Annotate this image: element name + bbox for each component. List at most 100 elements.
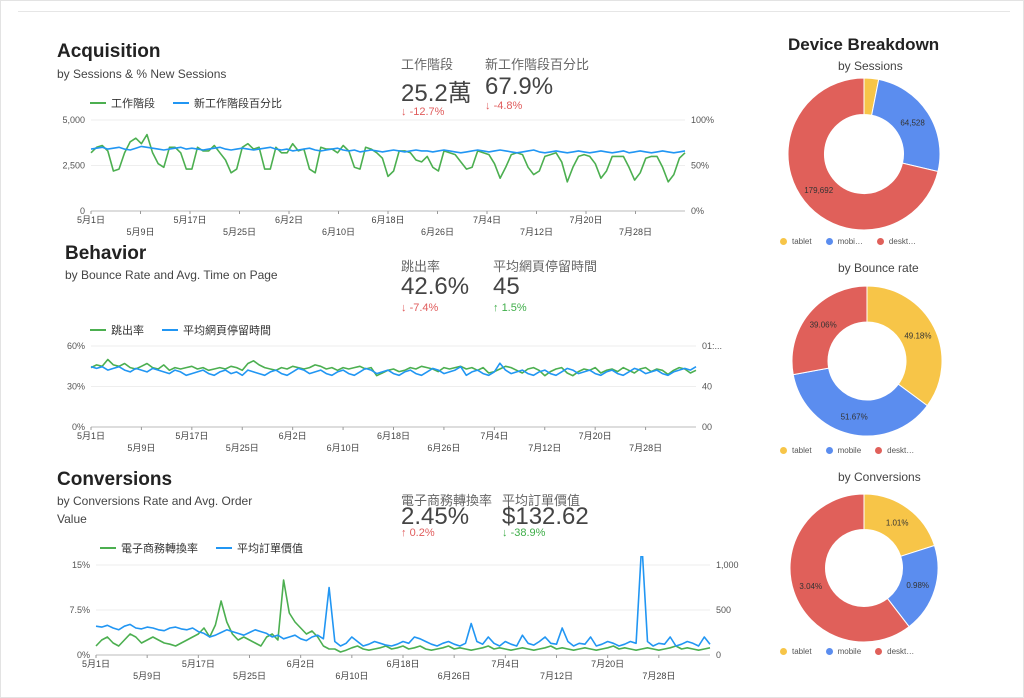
bounce-pie-chart: 49.18% 51.67% 39.06% <box>791 285 943 437</box>
pie-data-label: 1.01% <box>886 519 909 528</box>
y2-tick-label: 1,000 <box>716 560 739 570</box>
series-line-1 <box>90 358 697 377</box>
x-tick-label: 5月17日 <box>173 215 206 225</box>
legend-mobile[interactable]: mobi… <box>825 237 863 246</box>
kpi-new-sessions-value: 67.9% <box>485 73 554 100</box>
pie-data-label: 64,528 <box>900 119 925 128</box>
y-tick-label: 5,000 <box>62 115 85 125</box>
legend-item-conv-rate[interactable]: 電子商務轉換率 <box>100 540 198 556</box>
pie-conversions-subtitle: by Conversions <box>838 470 921 484</box>
pie-slice-desktop <box>791 285 868 376</box>
pie-data-label: 51.67% <box>841 413 868 422</box>
conversions-legend: 電子商務轉換率 平均訂單價值 <box>100 540 321 556</box>
x-tick-label: 6月10日 <box>327 443 360 453</box>
kpi-bounce-delta: ↓ -7.4% <box>401 302 439 314</box>
behavior-subtitle: by Bounce Rate and Avg. Time on Page <box>65 268 278 282</box>
kpi-conv-rate-value: 2.45% <box>401 503 470 530</box>
y2-tick-label: 0 <box>716 650 721 660</box>
legend-item-bounce[interactable]: 跳出率 <box>90 322 144 338</box>
x-tick-label: 5月9日 <box>127 443 155 453</box>
pie-conversions-legend: tablet mobile deskt… <box>780 647 928 656</box>
pie-slice-mobile <box>792 367 928 437</box>
x-tick-label: 5月9日 <box>126 227 154 237</box>
up-arrow-icon: ↑ <box>401 527 407 539</box>
x-tick-label: 6月18日 <box>386 659 419 669</box>
kpi-conv-rate-label: 電子商務轉換率 <box>401 493 493 508</box>
legend-desktop[interactable]: deskt… <box>875 446 914 455</box>
x-tick-label: 7月12日 <box>540 671 573 681</box>
x-tick-label: 6月18日 <box>377 431 410 441</box>
x-tick-label: 7月28日 <box>619 227 652 237</box>
x-tick-label: 6月2日 <box>275 215 303 225</box>
kpi-bounce-label: 跳出率 <box>401 259 441 274</box>
x-tick-label: 6月10日 <box>322 227 355 237</box>
legend-item-sessions[interactable]: 工作階段 <box>90 95 155 111</box>
pie-bounce-legend: tablet mobile deskt… <box>780 446 928 455</box>
down-arrow-icon: ↓ <box>401 302 407 314</box>
acquisition-line-chart: 5,000 100% 2,500 50% 0 0% 5月1日 5月9日 5月17日 5月25日 6月… <box>62 115 714 237</box>
kpi-bounce-value: 42.6% <box>401 273 470 300</box>
series-line-2 <box>95 556 711 647</box>
x-tick-label: 6月26日 <box>421 227 454 237</box>
x-tick-label: 5月1日 <box>77 431 105 441</box>
y2-tick-label: 100% <box>691 115 714 125</box>
x-tick-label: 7月20日 <box>579 431 612 441</box>
legend-item-new-sessions[interactable]: 新工作階段百分比 <box>173 95 282 111</box>
kpi-conv-rate-delta: ↑ 0.2% <box>401 527 435 539</box>
x-tick-label: 5月17日 <box>182 659 215 669</box>
legend-item-aov[interactable]: 平均訂單價值 <box>216 540 303 556</box>
kpi-time-label: 平均網頁停留時間 <box>493 259 598 274</box>
conversions-pie-chart: 1.01% 0.98% 3.04% <box>789 493 939 643</box>
x-tick-label: 7月12日 <box>520 227 553 237</box>
legend-tablet[interactable]: tablet <box>780 237 812 246</box>
x-tick-label: 6月2日 <box>287 659 315 669</box>
y2-tick-label: 0% <box>691 206 704 216</box>
legend-mobile[interactable]: mobile <box>825 647 861 656</box>
down-arrow-icon: ↓ <box>401 106 407 118</box>
legend-desktop[interactable]: deskt… <box>875 647 914 656</box>
series-line-2 <box>90 145 686 154</box>
pie-bounce-subtitle: by Bounce rate <box>838 261 919 275</box>
legend-tablet[interactable]: tablet <box>780 446 812 455</box>
x-tick-label: 5月9日 <box>133 671 161 681</box>
x-tick-label: 5月1日 <box>77 215 105 225</box>
legend-desktop[interactable]: deskt… <box>876 237 916 246</box>
y-tick-label: 15% <box>72 560 90 570</box>
down-arrow-icon: ↓ <box>485 100 491 112</box>
behavior-title: Behavior <box>65 243 147 264</box>
x-tick-label: 5月1日 <box>82 659 110 669</box>
x-tick-label: 7月4日 <box>480 431 508 441</box>
y-tick-label: 60% <box>67 341 85 351</box>
kpi-aov-label: 平均訂單價值 <box>502 493 581 508</box>
pie-data-label: 39.06% <box>810 321 837 330</box>
behavior-line-chart: 60% 01:... 30% 40 0% 00 5月1日 5月9日 5月17日 5月25日 6月2日… <box>67 341 722 453</box>
x-tick-label: 6月18日 <box>371 215 404 225</box>
x-tick-label: 6月2日 <box>279 431 307 441</box>
x-tick-label: 5月25日 <box>223 227 256 237</box>
series-line-1 <box>90 133 686 183</box>
x-tick-label: 7月28日 <box>629 443 662 453</box>
kpi-new-sessions-delta: ↓ -4.8% <box>485 100 523 112</box>
x-tick-label: 5月17日 <box>175 431 208 441</box>
x-tick-label: 6月10日 <box>335 671 368 681</box>
x-tick-label: 5月25日 <box>233 671 266 681</box>
legend-tablet[interactable]: tablet <box>780 647 812 656</box>
pie-data-label: 0.98% <box>906 581 929 590</box>
y2-tick-label: 500 <box>716 605 731 615</box>
kpi-new-sessions-label: 新工作階段百分比 <box>485 57 590 72</box>
kpi-sessions-label: 工作階段 <box>401 57 454 72</box>
y2-tick-label: 00 <box>702 422 712 432</box>
conversions-line-chart: 15% 1,000 7.5% 500 0% 0 5月1日 5月9日 5月17日 5月25日 6月2日… <box>69 556 739 681</box>
behavior-legend: 跳出率 平均網頁停留時間 <box>90 322 289 338</box>
device-title: Device Breakdown <box>788 35 940 54</box>
acquisition-subtitle: by Sessions & % New Sessions <box>57 67 227 81</box>
x-tick-label: 7月12日 <box>528 443 561 453</box>
legend-item-time[interactable]: 平均網頁停留時間 <box>162 322 271 338</box>
legend-mobile[interactable]: mobile <box>825 446 861 455</box>
y-tick-label: 30% <box>67 382 85 392</box>
pie-sessions-subtitle: by Sessions <box>838 59 903 73</box>
y-tick-label: 0% <box>72 422 85 432</box>
sessions-pie-chart: 64,528 179,692 <box>787 77 941 231</box>
pie-data-label: 3.04% <box>799 582 822 591</box>
x-tick-label: 7月28日 <box>642 671 675 681</box>
